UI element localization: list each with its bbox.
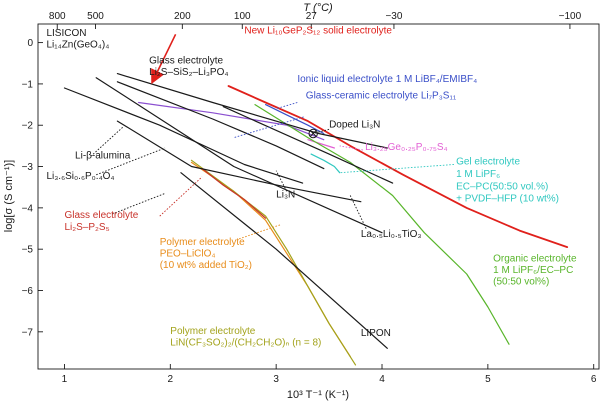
series-label: Gel electrolyte bbox=[456, 156, 520, 167]
pointer-line bbox=[233, 116, 304, 139]
x-tick-label: 4 bbox=[379, 374, 385, 385]
series-label: 1 M LiPF₆/EC–PC bbox=[493, 265, 573, 276]
series-label: Ionic liquid electrolyte 1 M LiBF₄/EMIBF… bbox=[297, 74, 477, 85]
top-tick-label: 27 bbox=[306, 11, 318, 22]
series-line-12 bbox=[116, 72, 388, 149]
series-label: Doped Li₃N bbox=[329, 119, 380, 130]
series-label: LISICON bbox=[46, 28, 86, 39]
series-label: Polymer electrolyte bbox=[160, 237, 245, 248]
y-tick-label: −1 bbox=[22, 79, 34, 90]
top-tick-label: −30 bbox=[385, 11, 402, 22]
series-label: PEO–LiClO₄ bbox=[160, 249, 216, 260]
series-line-9 bbox=[201, 168, 267, 219]
x-tick-label: 1 bbox=[62, 374, 68, 385]
series-label: Polymer electrolyte bbox=[170, 326, 255, 337]
top-tick-label: 800 bbox=[49, 11, 66, 22]
series-line-11 bbox=[116, 120, 362, 203]
pointer-line bbox=[275, 170, 288, 192]
y-tick-label: −7 bbox=[22, 327, 34, 338]
y-tick-label: −3 bbox=[22, 162, 34, 173]
doped-li3n-point bbox=[308, 128, 318, 139]
x-tick-label: 2 bbox=[168, 374, 174, 385]
y-tick-label: −5 bbox=[22, 245, 34, 256]
series-label: EC–PC(50:50 vol.%) bbox=[456, 181, 548, 192]
doped-li3n-cross bbox=[309, 130, 317, 137]
top-tick-label: 200 bbox=[174, 11, 191, 22]
series-label: + PVDF–HFP (10 wt%) bbox=[456, 194, 559, 205]
x-tick-label: 5 bbox=[485, 374, 491, 385]
pointer-line bbox=[313, 128, 330, 134]
series-line-1 bbox=[227, 85, 569, 249]
series-label: Li₃.₂₅Ge₀.₂₅P₀.₇₅S₄ bbox=[365, 142, 448, 153]
plot-frame bbox=[37, 23, 600, 370]
pointer-line bbox=[151, 33, 177, 85]
series-label: Glass electrolyte bbox=[64, 210, 138, 221]
series-label: Glass-ceramic electrolyte Li₇P₃S₁₁ bbox=[306, 90, 457, 101]
pointer-layer bbox=[90, 33, 455, 240]
y-tick-label: 0 bbox=[27, 38, 33, 49]
series-line-16 bbox=[180, 172, 388, 349]
top-tick-label: 100 bbox=[234, 11, 251, 22]
y-tick-label: −4 bbox=[22, 203, 34, 214]
series-label: LIPON bbox=[361, 328, 391, 339]
series-label: Glass electrolyte bbox=[149, 55, 223, 66]
series-line-4 bbox=[307, 139, 335, 149]
series-line-13 bbox=[116, 81, 325, 170]
series-label: 1 M LiPF₆ bbox=[456, 169, 500, 180]
y-axis-label: log[σ (S cm⁻¹)] bbox=[3, 160, 15, 233]
series-label: Li₃N bbox=[276, 190, 295, 201]
series-label: New Li₁₀GeP₂S₁₂ solid electrolyte bbox=[244, 26, 392, 37]
series-line-8 bbox=[190, 159, 357, 366]
pointer-line bbox=[238, 223, 282, 240]
series-line-2 bbox=[265, 103, 325, 135]
y-tick-label: −6 bbox=[22, 286, 34, 297]
pointer-line bbox=[96, 147, 166, 176]
pointer-line bbox=[276, 102, 298, 110]
x-tick-label: 3 bbox=[273, 374, 279, 385]
axis-ticks: 1 2 3 4 5 6 0 −1 −2 −3 −4 −5 −6 −7 800 500 200 100 27 −30 −1… bbox=[22, 11, 597, 385]
x-axis-label: 10³ T⁻¹ (K⁻¹) bbox=[287, 389, 349, 401]
x-tick-label: 6 bbox=[591, 374, 597, 385]
series-line-14 bbox=[222, 105, 394, 184]
series-label: La₀.₅Li₀.₅TiO₃ bbox=[361, 229, 422, 240]
pointer-line bbox=[90, 126, 123, 157]
series-line-15 bbox=[95, 77, 383, 234]
series-label: LiN(CF₃SO₂)₂/(CH₂CH₂O)ₙ (n = 8) bbox=[170, 337, 321, 348]
series-layer bbox=[63, 72, 569, 366]
series-label: Li₂S–SiS₂–Li₃PO₄ bbox=[149, 67, 228, 78]
series-line-10 bbox=[63, 87, 304, 184]
top-axis-label: T (°C) bbox=[303, 2, 333, 14]
series-label: Li₁₄Zn(GeO₄)₄ bbox=[46, 40, 109, 51]
y-tick-label: −2 bbox=[22, 121, 34, 132]
series-label: Li₂S–P₂S₅ bbox=[64, 222, 109, 233]
series-label: Li-β-alumina bbox=[75, 150, 131, 161]
top-tick-label: 500 bbox=[87, 11, 104, 22]
series-label: Li₃.₆Si₀.₆P₀.₄O₄ bbox=[46, 171, 114, 182]
pointer-line bbox=[159, 176, 203, 217]
pointer-line bbox=[339, 145, 364, 151]
series-label: Organic electrolyte bbox=[493, 254, 577, 265]
series-line-5 bbox=[310, 153, 341, 174]
top-tick-label: −100 bbox=[559, 11, 582, 22]
series-label: (50:50 vol%) bbox=[493, 277, 549, 288]
doped-li3n-marker bbox=[308, 128, 318, 139]
series-label: (10 wt% added TiO₂) bbox=[160, 260, 252, 271]
series-line-6 bbox=[254, 103, 510, 345]
